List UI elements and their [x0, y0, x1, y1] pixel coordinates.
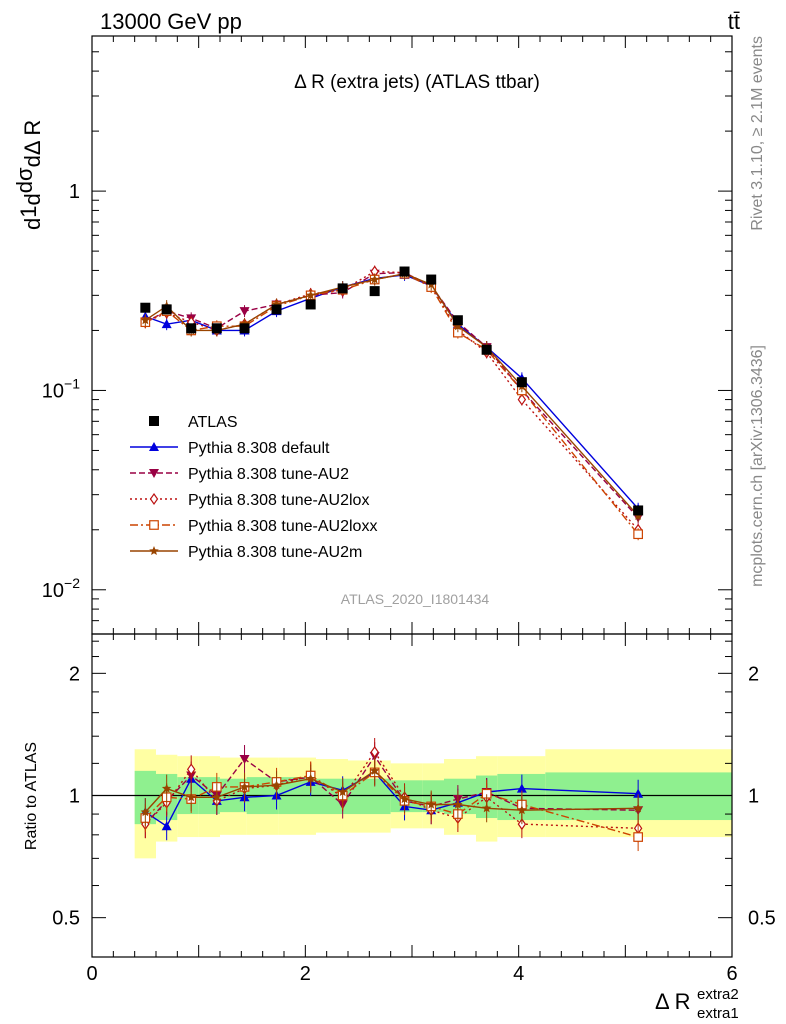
ratio-4-point-4 [239, 781, 250, 791]
legend: ATLAS Pythia 8.308 default Pythia 8.308 tu… [130, 414, 377, 561]
series-3-point-14 [633, 529, 643, 540]
data-point-5 [271, 304, 282, 315]
series-4-point-11 [453, 321, 463, 331]
x-tick-label-1: 2 [300, 963, 311, 985]
x-tick-label-0: 0 [86, 963, 97, 985]
data-point-7 [337, 283, 348, 294]
ratio-0-point-13 [516, 783, 527, 793]
ratio-4-point-0 [140, 807, 151, 817]
data-point-10 [426, 274, 437, 285]
data-point-1 [161, 304, 172, 315]
axes-group: 0 2 4 6 1 10−1 10−2 2 2 1 1 0.5 0.5 [42, 35, 776, 985]
legend-marker-3 [149, 520, 159, 530]
legend-label-4: Pythia 8.308 tune-AU2m [188, 544, 362, 561]
ratio-tick-label-left-1: 1 [69, 786, 80, 808]
data-point-0 [140, 302, 151, 313]
ratio-tick-label-left-0: 2 [69, 663, 80, 685]
ratio-4-point-5 [271, 780, 282, 790]
xlabel-sub: extra1 [697, 1005, 739, 1022]
ratio-4-point-2 [186, 792, 196, 802]
y-tick-label-1: 10−1 [42, 375, 80, 402]
data-point-3 [211, 323, 222, 334]
legend-marker-data [149, 416, 159, 426]
series-4-point-8 [369, 274, 380, 284]
data-point-4 [239, 323, 250, 334]
data-point-8 [369, 286, 380, 297]
ratio-4-point-6 [305, 773, 316, 783]
series-4-point-0 [140, 315, 151, 325]
series-0-point-1 [161, 319, 172, 329]
ratio-0-point-14 [633, 788, 644, 798]
y-tick-label-0: 1 [69, 181, 80, 203]
process-label: tt̄ [728, 9, 740, 34]
ratio-tick-label-right-0: 2 [748, 663, 759, 685]
data-point-9 [399, 266, 410, 277]
main-series-group [140, 265, 644, 541]
legend-marker-1 [149, 469, 159, 478]
y-tick-label-2: 10−2 [42, 575, 80, 602]
ratio-3-point-14 [633, 832, 643, 842]
data-point-6 [305, 299, 316, 310]
ratio-4-point-12 [481, 803, 492, 813]
data-point-11 [452, 315, 463, 326]
band-inner-13 [497, 773, 546, 821]
ratio-4-point-9 [399, 794, 410, 804]
ratio-2-point-2 [186, 763, 196, 776]
legend-marker-4 [149, 546, 159, 555]
ratio-tick-label-right-1: 1 [748, 786, 759, 808]
energy-label: 13000 GeV pp [100, 9, 242, 34]
legend-label-2: Pythia 8.308 tune-AU2lox [188, 492, 369, 509]
x-axis-label: Δ R extra2 extra1 [655, 986, 739, 1022]
ratio-4-point-11 [453, 799, 463, 809]
ratio-series-group [140, 737, 644, 852]
legend-label-3: Pythia 8.308 tune-AU2loxx [188, 518, 377, 535]
legend-label-data: ATLAS [188, 414, 238, 431]
series-4-point-6 [305, 290, 316, 300]
ratio-tick-label-left-2: 0.5 [52, 908, 80, 930]
rivet-label: Rivet 3.1.10, ≥ 2.1M events [749, 36, 766, 231]
legend-marker-0 [149, 442, 159, 451]
ratio-4-point-3 [212, 792, 222, 802]
data-point-12 [481, 344, 492, 355]
data-point-13 [516, 377, 527, 388]
xlabel-sup: extra2 [697, 986, 739, 1003]
ratio-ylabel: Ratio to ATLAS [23, 742, 40, 850]
ratio-4-point-8 [369, 765, 380, 775]
ratio-1-point-4 [239, 755, 250, 765]
series-1-point-4 [239, 307, 250, 317]
x-tick-label-3: 6 [726, 963, 737, 985]
analysis-id: ATLAS_2020_I1801434 [341, 591, 490, 607]
band-inner-0 [134, 770, 156, 825]
legend-marker-2 [149, 492, 159, 506]
ratio-0-point-1 [161, 821, 172, 831]
xlabel-base: Δ R [655, 989, 690, 1014]
ratio-4-point-7 [337, 787, 348, 797]
x-tick-label-2: 4 [513, 963, 524, 985]
ratio-4-point-1 [161, 783, 172, 793]
ratio-tick-label-right-2: 0.5 [748, 908, 776, 930]
data-point-14 [633, 505, 644, 516]
ratio-4-point-10 [426, 799, 436, 809]
ratio-4-point-13 [517, 805, 527, 815]
svg-text:d1ddσdΔ R: d1ddσdΔ R [12, 120, 45, 230]
mcplots-label: mcplots.cern.ch [arXiv:1306.3436] [749, 345, 766, 587]
ratio-4-point-14 [633, 803, 643, 813]
legend-label-1: Pythia 8.308 tune-AU2 [188, 466, 349, 483]
chart-title: Δ R (extra jets) (ATLAS ttbar) [294, 72, 540, 93]
svg-text:Δ R: Δ R [655, 989, 690, 1014]
series-2-point-13 [517, 393, 527, 406]
ratio-line-2 [144, 750, 639, 829]
legend-label-0: Pythia 8.308 default [188, 440, 330, 457]
main-ylabel: d1ddσdΔ R [12, 120, 45, 230]
data-point-2 [186, 323, 197, 334]
